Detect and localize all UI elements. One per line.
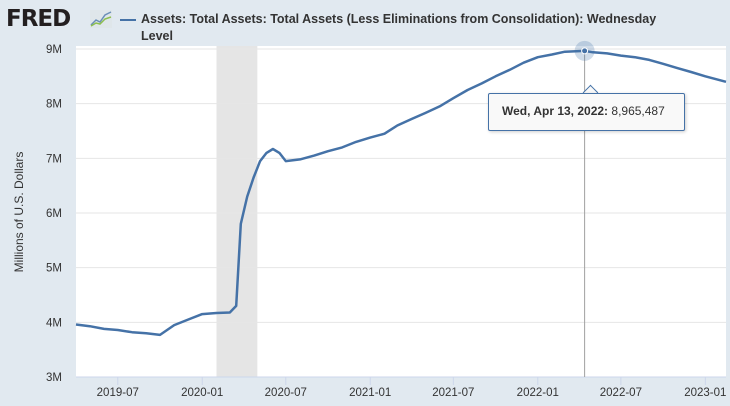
y-tick-label: 9M — [46, 44, 62, 56]
series-line[interactable] — [75, 49, 727, 337]
y-tick-label: 6M — [46, 208, 62, 220]
y-tick-label: 5M — [46, 263, 62, 275]
x-tick-label: 2021-01 — [349, 387, 391, 399]
legend-swatch — [120, 19, 136, 21]
legend-label[interactable]: Assets: Total Assets: Total Assets (Less… — [141, 12, 657, 43]
fred-logo[interactable]: FRED — [6, 6, 71, 32]
x-tick-label: 2022-01 — [517, 387, 559, 399]
x-tick-label: 2021-07 — [432, 387, 474, 399]
x-tick-label: 2023-01 — [684, 387, 726, 399]
recession-band — [216, 46, 258, 377]
x-tick-label: 2020-07 — [265, 387, 307, 399]
tooltip-value: 8,965,487 — [611, 104, 665, 118]
line-chart-icon — [90, 10, 112, 28]
y-tick-label: 7M — [46, 153, 62, 165]
y-tick-label: 3M — [46, 372, 62, 384]
chart-header: FRED Assets: Total Assets: Total Assets … — [0, 0, 730, 46]
y-tick-label: 4M — [46, 317, 62, 329]
y-axis-label: Millions of U.S. Dollars — [12, 152, 26, 273]
x-tick-label: 2022-07 — [600, 387, 642, 399]
hover-point[interactable] — [581, 47, 589, 55]
y-tick-label: 8M — [46, 99, 62, 111]
x-tick-label: 2020-01 — [181, 387, 223, 399]
tooltip: Wed, Apr 13, 2022: 8,965,487 — [488, 93, 685, 131]
tooltip-date: Wed, Apr 13, 2022: — [502, 104, 609, 118]
x-tick-label: 2019-07 — [97, 387, 139, 399]
